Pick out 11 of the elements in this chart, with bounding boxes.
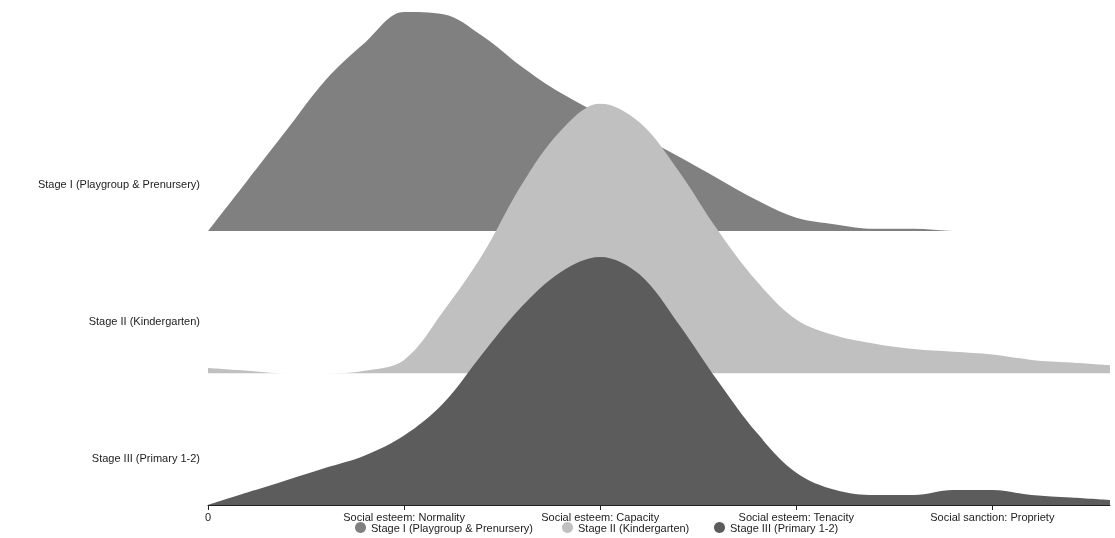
legend-label: Stage II (Kindergarten) (578, 521, 690, 534)
x-tick-label: Social esteem: Normality (343, 510, 466, 523)
x-tick-label: Social sanction: Propriety (930, 510, 1055, 523)
y-axis-title: Stage I (Playgroup & Prenursery) (37, 177, 201, 190)
x-tick-label: Social esteem: Capacity (541, 510, 660, 523)
x-tick-label: Social esteem: Tenacity (738, 510, 855, 523)
x-tick-label: 0 (204, 510, 212, 523)
legend-label: Stage I (Playgroup & Prenursery) (371, 521, 534, 534)
legend-label: Stage III (Primary 1-2) (730, 521, 839, 534)
y-axis-title: Stage III (Primary 1-2) (91, 451, 201, 464)
y-axis-title: Stage II (Kindergarten) (88, 314, 201, 327)
